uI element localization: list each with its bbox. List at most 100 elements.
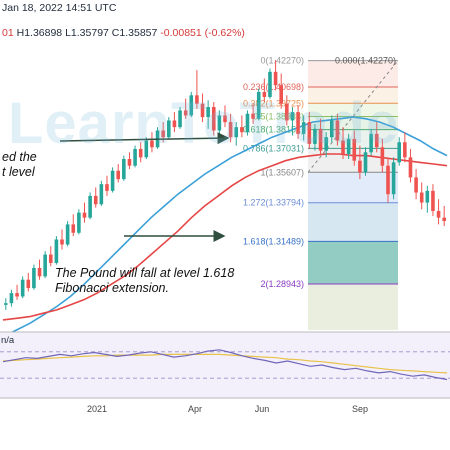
x-tick-label: 2021 (87, 404, 107, 414)
candle-body (183, 110, 188, 116)
candle-body (268, 71, 272, 97)
candle-body (234, 127, 239, 138)
candle-body (37, 267, 42, 277)
candle-body (374, 133, 379, 148)
candle-body (15, 293, 19, 297)
candle-body (54, 239, 59, 263)
candle-body (425, 190, 430, 203)
candle-body (77, 212, 81, 233)
fall-annotation: The Pound will fall at level 1.618 Fibon… (55, 266, 234, 296)
candle-body (161, 130, 165, 138)
candle-body (307, 122, 312, 144)
candle-body (9, 293, 14, 304)
header-date: Jan 18, 2022 14:51 UTC (2, 2, 116, 14)
fib-level-label: 1(1.35607) (260, 167, 304, 177)
candle-body (346, 138, 351, 154)
candle-body (358, 160, 362, 173)
candle-body (251, 113, 255, 119)
candlesticks (4, 60, 446, 310)
candle-body (122, 159, 126, 180)
fib-level-label: 0.786(1.37031) (243, 143, 304, 153)
candle-body (245, 113, 250, 133)
arrow-to-resistance (59, 132, 230, 145)
candle-body (341, 140, 345, 154)
fib-zone (308, 86, 398, 104)
candle-body (256, 91, 261, 119)
fib-zone (308, 60, 398, 87)
candle-body (436, 210, 441, 218)
candle-body (285, 103, 289, 121)
candle-body (419, 192, 424, 203)
candle-body (144, 140, 149, 158)
candle-body (329, 120, 334, 138)
candle-body (228, 122, 233, 138)
fibonacci-tool[interactable]: 0(1.42270) 0.236(1.40698) 0.382(1.39725) 0.… (243, 56, 399, 330)
candle-body (150, 140, 154, 148)
candle-body (273, 71, 278, 86)
rsi-label: n/a (1, 335, 15, 346)
header-datetime: Jan 18, 2022 14:51 UTC (2, 2, 117, 14)
candle-body (99, 184, 104, 205)
candle-body (442, 217, 446, 222)
open-fragment: 01 (2, 27, 14, 39)
candle-body (65, 224, 70, 245)
candle-body (363, 152, 368, 173)
low-value: L1.35797 (65, 27, 109, 39)
candle-body (82, 212, 87, 218)
candle-body (408, 157, 413, 178)
ma-slow-line (2, 153, 448, 321)
candle-body (380, 147, 385, 166)
candle-body (4, 303, 8, 305)
candle-body (93, 195, 98, 205)
fall-annotation-line2: Fibonacci extension. (55, 281, 169, 295)
candle-body (414, 177, 418, 193)
fib-level-label: 0.382(1.39725) (243, 98, 304, 108)
close-value: C1.35857 (111, 27, 158, 39)
left-annotation-line2: t level (2, 165, 35, 179)
rsi-ma-line (2, 353, 448, 374)
fib-zone (308, 202, 398, 242)
candle-body (71, 224, 76, 233)
candle-body (138, 148, 143, 158)
candle-body (26, 279, 31, 289)
candle-body (32, 267, 36, 289)
fib-level-label: 2(1.28943) (260, 279, 304, 289)
x-tick-label: Apr (188, 404, 202, 414)
candle-body (200, 103, 205, 118)
candle-body (324, 137, 328, 151)
candle-body (369, 133, 373, 153)
left-annotation: ed the t level (2, 150, 37, 180)
candle-body (105, 184, 109, 191)
moving-averages (2, 116, 448, 338)
candle-body (262, 91, 267, 97)
candle-body (240, 127, 244, 133)
fib-zone (308, 241, 398, 285)
candle-body (206, 107, 210, 118)
candle-body (403, 142, 407, 158)
candle-body (313, 128, 317, 144)
candle-body (43, 254, 47, 277)
fib-zone (308, 284, 398, 330)
candle-body (217, 115, 222, 131)
fib-level-label: 1.272(1.33794) (243, 198, 304, 208)
candle-body (48, 254, 53, 263)
x-tick-label: Sep (352, 404, 368, 414)
rsi-background (0, 332, 450, 398)
candle-body (397, 142, 402, 163)
candle-body (172, 120, 177, 128)
rsi-panel (0, 331, 450, 398)
candle-body (211, 107, 216, 131)
high-value: H1.36898 (16, 27, 63, 39)
time-axis: 2021 Apr Jun Sep (0, 397, 450, 414)
candle-body (110, 170, 115, 191)
fib-level-label: 0(1.42270) (260, 56, 304, 66)
candle-body (60, 239, 64, 245)
candle-body (290, 112, 295, 121)
rsi-line (2, 349, 448, 381)
candle-body (127, 159, 132, 166)
candle-body (301, 122, 306, 134)
candle-body (318, 128, 323, 151)
ma-fast-line (2, 116, 448, 338)
